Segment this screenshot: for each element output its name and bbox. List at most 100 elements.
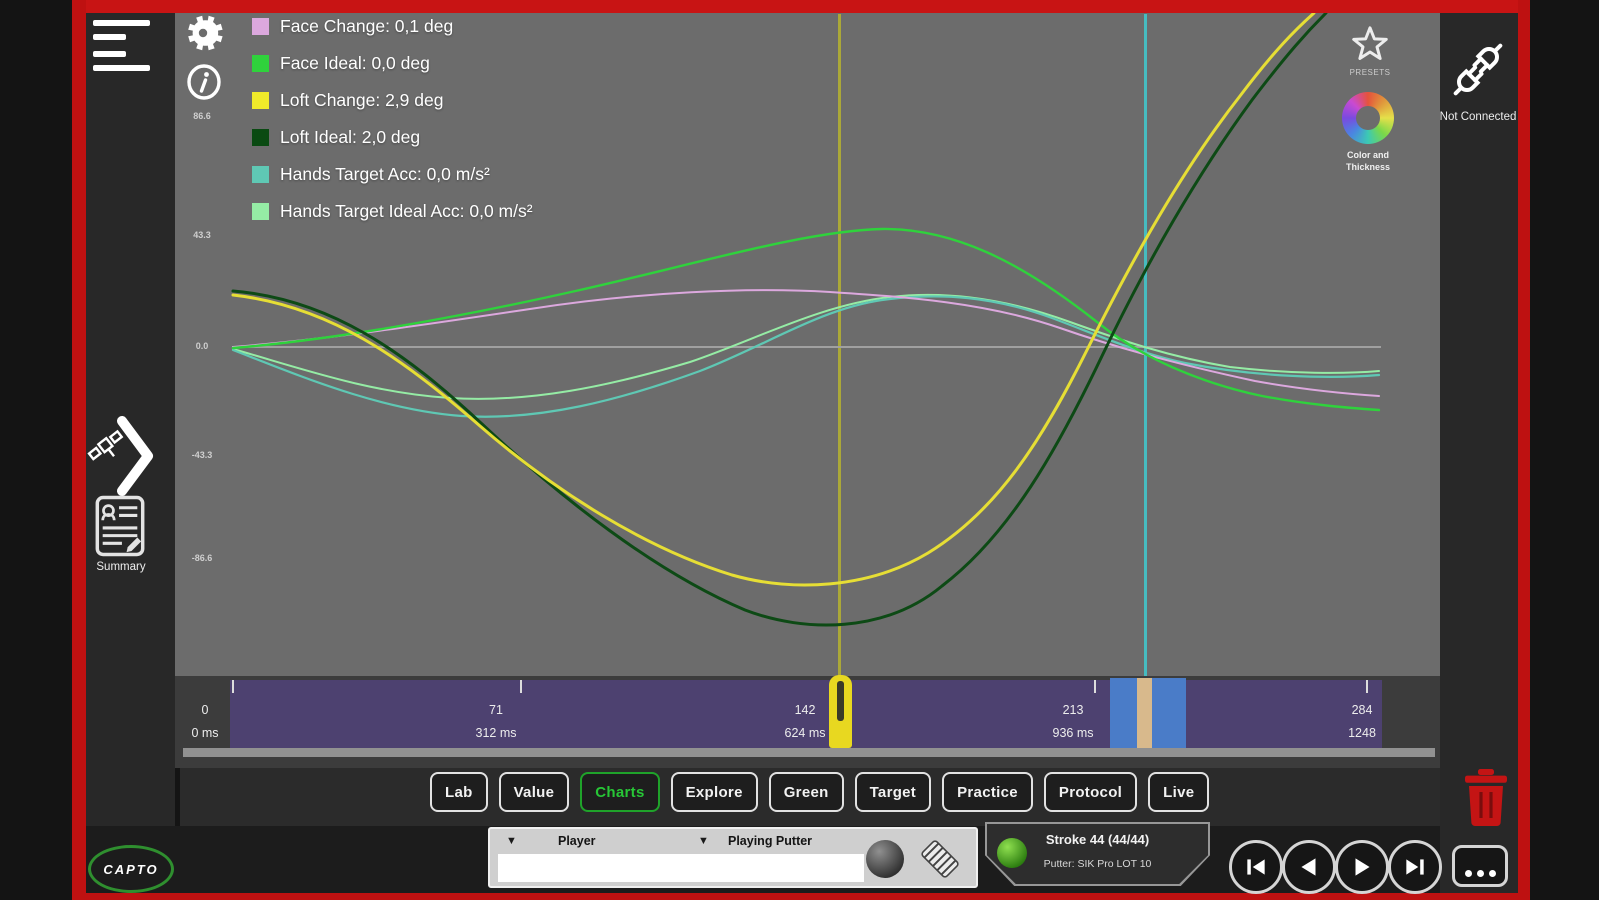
timeline-frame-label: 71	[489, 703, 503, 717]
more-options-button[interactable]	[1452, 845, 1508, 887]
legend-item-hands-target-acc[interactable]: Hands Target Acc: 0,0 m/s²	[252, 164, 533, 184]
putting-mat-icon[interactable]	[914, 833, 966, 885]
previous-stroke-button[interactable]	[1282, 840, 1336, 894]
ellipsis-icon	[1464, 870, 1472, 877]
next-icon	[1355, 858, 1370, 876]
series-loft-ideal	[231, 13, 1328, 627]
player-dropdown-label[interactable]: Player	[558, 834, 596, 848]
timeline-scroll-strip[interactable]	[183, 748, 1435, 757]
putter-dropdown-arrow-icon[interactable]: ▼	[698, 835, 709, 847]
stroke-subtitle: Putter: SIK Pro LOT 10	[1043, 858, 1152, 870]
frame-border-top	[72, 0, 1530, 13]
view-tabs: Lab Value Charts Explore Green Target Pr…	[430, 772, 1210, 812]
tab-target[interactable]: Target	[854, 772, 932, 812]
legend-item-hands-target-ideal-acc[interactable]: Hands Target Ideal Acc: 0,0 m/s²	[252, 201, 533, 221]
playhead-marker[interactable]	[829, 675, 852, 748]
timeline-tick	[1366, 680, 1368, 693]
expand-panel-chevron-icon[interactable]	[116, 415, 156, 497]
satellite-icon	[87, 429, 124, 461]
y-axis-label: -86.6	[191, 553, 213, 563]
timeline-tick	[520, 680, 522, 693]
impact-window-marker	[1110, 678, 1186, 748]
ball-status-icon	[997, 838, 1027, 868]
y-axis-label: 43.3	[193, 230, 211, 240]
series-hands-target-ideal-acc	[232, 293, 1380, 400]
connection-status: Not Connected	[1439, 111, 1517, 123]
series-loft-change	[231, 13, 1316, 587]
series-hands-target-acc	[231, 295, 1381, 418]
presets-star-icon[interactable]	[1349, 24, 1391, 66]
capto-logo: CAPTO	[88, 845, 174, 893]
settings-gear-icon[interactable]	[179, 9, 227, 57]
menu-icon[interactable]	[93, 15, 151, 75]
timeline-frame-label: 142	[794, 703, 816, 717]
legend-swatch	[252, 91, 269, 109]
legend-swatch	[252, 54, 269, 72]
stroke-title: Stroke 44 (44/44)	[1045, 832, 1150, 847]
tab-charts[interactable]: Charts	[580, 772, 660, 812]
player-search-input[interactable]	[498, 854, 864, 882]
timeline-ms-label: 0 ms	[191, 726, 219, 740]
impact-stripe	[1137, 678, 1152, 748]
skip-end-icon	[1406, 859, 1424, 875]
left-sidebar: Summary	[86, 13, 175, 893]
skip-to-last-stroke-button[interactable]	[1388, 840, 1442, 894]
legend-item-loft-change[interactable]: Loft Change: 2,9 deg	[252, 90, 533, 110]
previous-icon	[1301, 858, 1316, 876]
tab-value[interactable]: Value	[498, 772, 570, 812]
legend-item-face-ideal[interactable]: Face Ideal: 0,0 deg	[252, 53, 533, 73]
color-thickness-label: Color and Thickness	[1345, 150, 1391, 173]
summary-card-icon[interactable]	[95, 495, 145, 557]
timeline-ms-label: 312 ms	[475, 726, 517, 740]
y-axis-label: 0.0	[195, 341, 209, 351]
primary-cursor-line[interactable]	[838, 14, 841, 676]
legend-swatch	[252, 165, 269, 183]
timeline-tick	[1094, 680, 1096, 693]
frame-border-bottom	[72, 893, 1530, 900]
chart-legend: Face Change: 0,1 deg Face Ideal: 0,0 deg…	[252, 16, 533, 239]
chart-curves	[231, 13, 1381, 627]
tab-protocol[interactable]: Protocol	[1043, 772, 1138, 812]
legend-item-face-change[interactable]: Face Change: 0,1 deg	[252, 16, 533, 36]
frame-border-left	[72, 0, 86, 900]
series-face-change	[232, 289, 1380, 397]
tab-live[interactable]: Live	[1148, 772, 1210, 812]
putter-dropdown-label[interactable]: Playing Putter	[728, 834, 813, 848]
secondary-cursor-line[interactable]	[1144, 14, 1147, 748]
series-face-ideal	[231, 227, 1381, 412]
timeline-tick	[232, 680, 234, 693]
next-stroke-button[interactable]	[1335, 840, 1389, 894]
color-thickness-wheel-icon[interactable]	[1342, 92, 1394, 144]
y-axis-label: -43.3	[191, 450, 213, 460]
timeline-ms-label: 624 ms	[784, 726, 826, 740]
chart-panel	[175, 13, 1440, 676]
tab-explore[interactable]: Explore	[670, 772, 758, 812]
tab-practice[interactable]: Practice	[942, 772, 1033, 812]
player-dropdown-arrow-icon[interactable]: ▼	[506, 835, 517, 847]
capto-logo-text: CAPTO	[103, 861, 159, 877]
player-putter-panel: ▼ Player ▼ Playing Putter	[488, 827, 978, 888]
timeline-frame-label: 213	[1062, 703, 1084, 717]
timeline-scrub-bar[interactable]	[230, 680, 1382, 748]
presets-label: PRESETS	[1349, 68, 1391, 77]
timeline-ms-label: 936 ms	[1052, 726, 1094, 740]
stroke-info-panel: Stroke 44 (44/44) Putter: SIK Pro LOT 10	[985, 822, 1210, 886]
ball-icon[interactable]	[866, 840, 904, 878]
legend-swatch	[252, 128, 269, 146]
tab-green[interactable]: Green	[768, 772, 844, 812]
tab-lab[interactable]: Lab	[430, 772, 488, 812]
delete-stroke-trash-icon[interactable]	[1462, 768, 1510, 826]
skip-to-first-stroke-button[interactable]	[1229, 840, 1283, 894]
timeline-ms-label: 1248	[1348, 726, 1376, 740]
timeline-frame-label: 284	[1351, 703, 1373, 717]
right-toolbar	[1440, 13, 1518, 893]
frame-border-right	[1518, 0, 1530, 900]
legend-item-loft-ideal[interactable]: Loft Ideal: 2,0 deg	[252, 127, 533, 147]
disconnected-plug-icon[interactable]	[1447, 36, 1509, 104]
summary-label: Summary	[96, 561, 146, 573]
info-icon[interactable]	[185, 62, 223, 102]
timeline-frame-label: 0	[201, 703, 209, 717]
y-axis-label: 86.6	[193, 111, 211, 121]
skip-start-icon	[1247, 859, 1265, 875]
